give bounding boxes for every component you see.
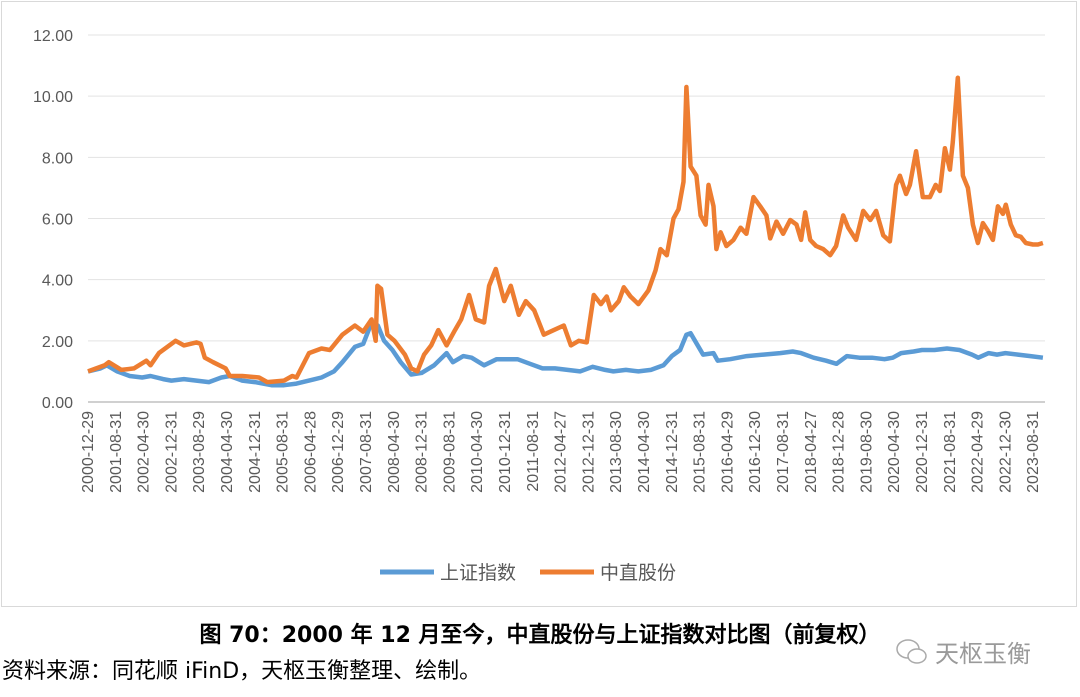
x-tick-label: 2022-12-30 xyxy=(997,411,1014,493)
x-tick-label: 2022-04-29 xyxy=(970,411,987,493)
wechat-icon xyxy=(896,638,927,664)
x-tick-label: 2002-12-31 xyxy=(163,411,180,493)
x-tick-label: 2000-12-29 xyxy=(80,411,97,493)
y-tick-label: 8.00 xyxy=(42,150,73,167)
chart-frame xyxy=(1,1,1077,607)
x-tick-label: 2020-04-30 xyxy=(886,411,903,493)
x-tick-label: 2008-12-31 xyxy=(414,411,431,493)
x-tick-label: 2012-04-27 xyxy=(553,411,570,493)
x-tick-label: 2011-08-31 xyxy=(525,411,542,492)
x-tick-label: 2006-04-28 xyxy=(302,411,319,493)
x-tick-label: 2018-12-28 xyxy=(831,411,848,493)
x-tick-label: 2008-04-30 xyxy=(386,411,403,493)
x-tick-label: 2010-04-30 xyxy=(469,411,486,493)
source-note: 资料来源：同花顺 iFinD，天枢玉衡整理、绘制。 xyxy=(2,659,482,684)
x-tick-label: 2004-04-30 xyxy=(219,411,236,493)
x-tick-label: 2005-08-31 xyxy=(275,411,292,493)
x-tick-label: 2009-08-31 xyxy=(441,411,458,493)
x-tick-label: 2018-04-27 xyxy=(803,411,820,493)
x-tick-label: 2017-08-31 xyxy=(775,411,792,493)
x-tick-label: 2007-08-31 xyxy=(358,411,375,493)
y-tick-label: 10.00 xyxy=(33,89,73,106)
x-tick-label: 2016-12-30 xyxy=(747,411,764,493)
x-tick-label: 2004-12-31 xyxy=(247,411,264,493)
x-tick-label: 2013-08-30 xyxy=(608,411,625,493)
x-tick-label: 2021-08-31 xyxy=(942,411,959,493)
y-tick-label: 6.00 xyxy=(42,212,73,229)
x-tick-label: 2003-08-29 xyxy=(191,411,208,493)
series-line-shanghai-index xyxy=(87,320,1044,388)
x-tick-label: 2001-08-31 xyxy=(108,411,125,493)
x-tick-label: 2019-08-30 xyxy=(858,411,875,493)
y-tick-label: 4.00 xyxy=(42,273,73,290)
x-tick-label: 2010-12-31 xyxy=(497,411,514,493)
legend: 上证指数 中直股份 xyxy=(380,562,676,584)
y-tick-label: 0.00 xyxy=(42,395,73,412)
x-tick-label: 2014-12-31 xyxy=(664,411,681,493)
series-line-avicopter xyxy=(87,75,1044,385)
legend-label-avicopter: 中直股份 xyxy=(600,562,676,584)
figure-caption: 图 70：2000 年 12 月至今，中直股份与上证指数对比图（前复权） xyxy=(199,623,881,648)
y-tick-label: 12.00 xyxy=(33,28,73,45)
x-tick-label: 2012-12-31 xyxy=(580,411,597,493)
line-chart: 0.00 2.00 4.00 6.00 8.00 10.00 12.00 2000-12-2… xyxy=(33,28,1045,584)
x-tick-label: 2006-12-29 xyxy=(330,411,347,493)
watermark-text: 天枢玉衡 xyxy=(935,640,1031,668)
x-tick-label: 2002-04-30 xyxy=(136,411,153,493)
x-tick-label: 2014-04-30 xyxy=(636,411,653,493)
x-tick-label: 2023-08-31 xyxy=(1025,411,1042,493)
y-tick-label: 2.00 xyxy=(42,334,73,351)
watermark: 天枢玉衡 xyxy=(895,634,1031,669)
legend-label-shanghai-index: 上证指数 xyxy=(440,562,516,584)
x-tick-label: 2015-08-31 xyxy=(692,411,709,493)
x-tick-label: 2016-04-29 xyxy=(719,411,736,493)
x-tick-label: 2020-12-31 xyxy=(914,411,931,493)
